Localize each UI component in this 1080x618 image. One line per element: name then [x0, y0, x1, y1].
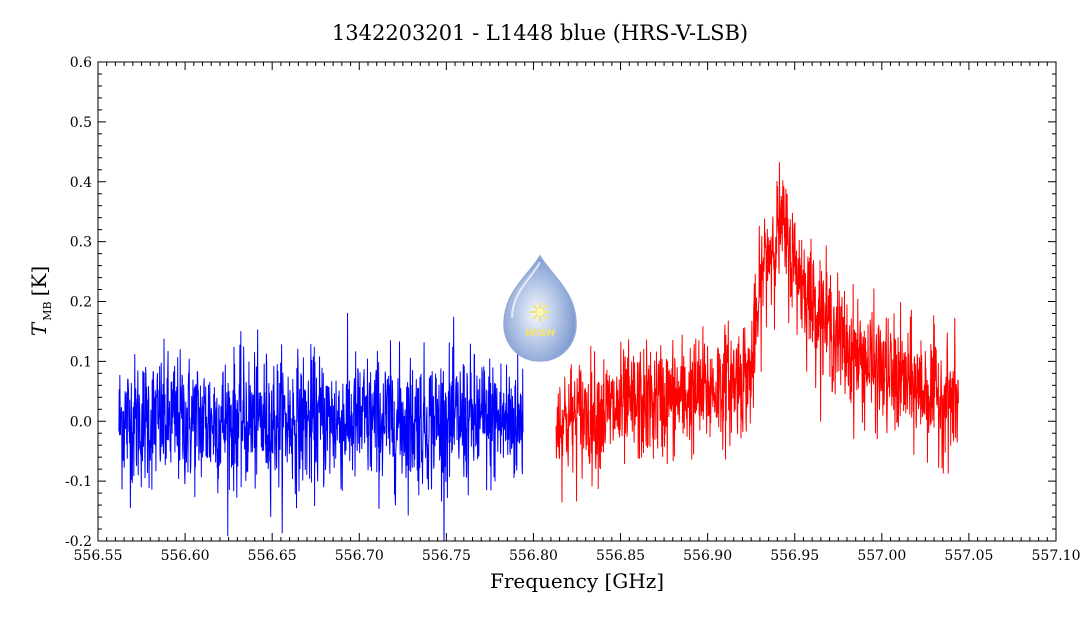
- chart-title: 1342203201 - L1448 blue (HRS-V-LSB): [332, 21, 748, 45]
- x-axis-label: Frequency [GHz]: [490, 569, 664, 593]
- x-tick-label: 556.70: [335, 548, 384, 564]
- y-axis-label: TMB [K]: [27, 266, 54, 336]
- y-tick-label: 0.6: [70, 55, 92, 71]
- ticks-layer: 556.55 556.60 556.65 556.70 556.75 556.80 556.…: [65, 55, 1080, 564]
- y-tick-label: 0.4: [70, 175, 92, 191]
- y-axis-label-unit: [K]: [27, 266, 51, 297]
- series-line-0: [118, 312, 524, 541]
- x-tick-label: 556.60: [161, 548, 210, 564]
- y-axis-label-sub: MB: [41, 301, 54, 320]
- svg-text:TMB[K]: TMB [K]: [27, 266, 54, 336]
- y-tick-label: 0.0: [70, 414, 92, 430]
- x-tick-label: 557.00: [857, 548, 906, 564]
- y-tick-label: 0.2: [70, 295, 92, 311]
- x-tick-label: 557.10: [1032, 548, 1080, 564]
- y-tick-label: -0.2: [65, 534, 92, 550]
- x-tick-label: 556.85: [596, 548, 645, 564]
- x-tick-label: 556.75: [422, 548, 471, 564]
- x-tick-label: 556.95: [770, 548, 819, 564]
- wish-logo-icon: WISH: [503, 254, 577, 362]
- y-axis-label-main: T: [27, 321, 51, 336]
- wish-logo-text: WISH: [525, 328, 556, 339]
- y-tick-label: 0.3: [70, 235, 92, 251]
- x-tick-label: 556.55: [74, 548, 123, 564]
- y-tick-label: 0.1: [70, 354, 92, 370]
- x-tick-label: 556.80: [509, 548, 558, 564]
- x-tick-label: 557.05: [944, 548, 993, 564]
- series-line-1: [555, 161, 959, 503]
- x-tick-label: 556.90: [683, 548, 732, 564]
- y-tick-label: 0.5: [70, 115, 92, 131]
- series-layer: [118, 161, 959, 541]
- y-tick-label: -0.1: [65, 474, 92, 490]
- x-tick-label: 556.65: [248, 548, 297, 564]
